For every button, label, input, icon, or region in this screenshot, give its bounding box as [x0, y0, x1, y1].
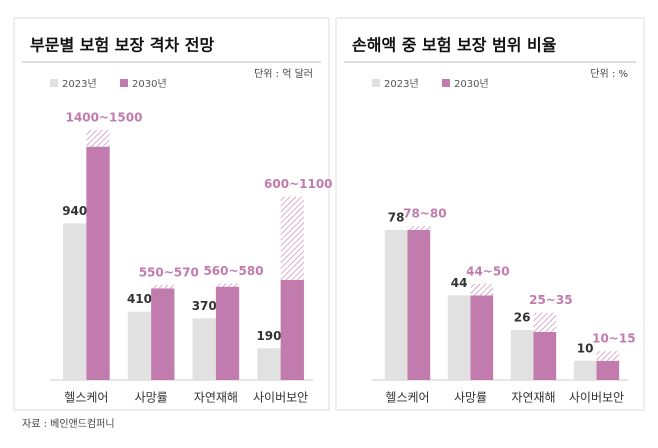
- legend-swatch: [442, 79, 450, 87]
- bar-range: [596, 351, 620, 361]
- unit-label: 단위 : %: [590, 67, 628, 80]
- x-tick-label: 사망률: [135, 391, 168, 405]
- source: 자료 : 베인앤드컴퍼니: [22, 418, 115, 430]
- x-tick-label: 헬스케어: [64, 391, 108, 405]
- legend-label: 2030년: [454, 78, 489, 90]
- bar: [470, 295, 494, 380]
- x-tick-label: 사망률: [454, 391, 487, 405]
- panel: [335, 17, 645, 411]
- bar-range: [407, 226, 431, 230]
- legend-label: 2030년: [132, 78, 167, 90]
- legend-swatch: [50, 79, 58, 87]
- bar: [447, 295, 471, 380]
- bar: [215, 286, 240, 380]
- bar: [510, 330, 534, 380]
- bar: [407, 230, 431, 380]
- chart-title: 부문별 보험 보장 격차 전망: [30, 36, 214, 55]
- bar: [127, 311, 152, 380]
- value-label: 10: [577, 341, 594, 355]
- bar-range: [280, 196, 304, 280]
- x-tick-label: 사이버보안: [569, 391, 624, 405]
- legend-swatch: [372, 79, 380, 87]
- bar: [280, 280, 304, 380]
- chart-title: 손해액 중 보험 보장 범위 비율: [352, 36, 557, 55]
- bar: [257, 348, 281, 380]
- legend-swatch: [120, 79, 128, 87]
- legend-label: 2023년: [62, 78, 97, 90]
- value-label: 78: [388, 211, 405, 225]
- value-label: 25~35: [529, 293, 572, 307]
- bar: [533, 331, 557, 380]
- bar: [151, 288, 175, 380]
- legend-label: 2023년: [384, 78, 419, 90]
- value-label: 44~50: [466, 264, 509, 278]
- bar: [63, 223, 87, 380]
- bar-range: [533, 312, 557, 332]
- value-label: 370: [192, 299, 217, 313]
- bar-range: [86, 130, 110, 147]
- value-label: 560~580: [203, 264, 263, 278]
- value-label: 940: [62, 204, 87, 218]
- value-label: 1400~1500: [66, 111, 143, 125]
- panel: [13, 17, 330, 411]
- value-label: 190: [256, 329, 281, 343]
- x-tick-label: 자연재해: [511, 391, 555, 405]
- bar-range: [215, 283, 240, 287]
- x-tick-label: 자연재해: [194, 391, 238, 405]
- value-label: 44: [451, 276, 468, 290]
- value-label: 10~15: [592, 332, 635, 346]
- bar: [86, 146, 110, 380]
- value-label: 410: [127, 292, 152, 306]
- bar-range: [151, 285, 175, 289]
- value-label: 78~80: [403, 207, 446, 221]
- bar: [596, 360, 620, 380]
- bar-range: [470, 283, 494, 296]
- x-tick-label: 헬스케어: [385, 391, 429, 405]
- value-label: 600~1100: [264, 177, 333, 191]
- value-label: 550~570: [139, 266, 199, 280]
- bar: [384, 230, 408, 380]
- x-tick-label: 사이버보안: [253, 391, 308, 405]
- bar: [573, 360, 597, 380]
- unit-label: 단위 : 억 달러: [254, 67, 313, 80]
- value-label: 26: [514, 311, 531, 325]
- bar: [192, 318, 216, 380]
